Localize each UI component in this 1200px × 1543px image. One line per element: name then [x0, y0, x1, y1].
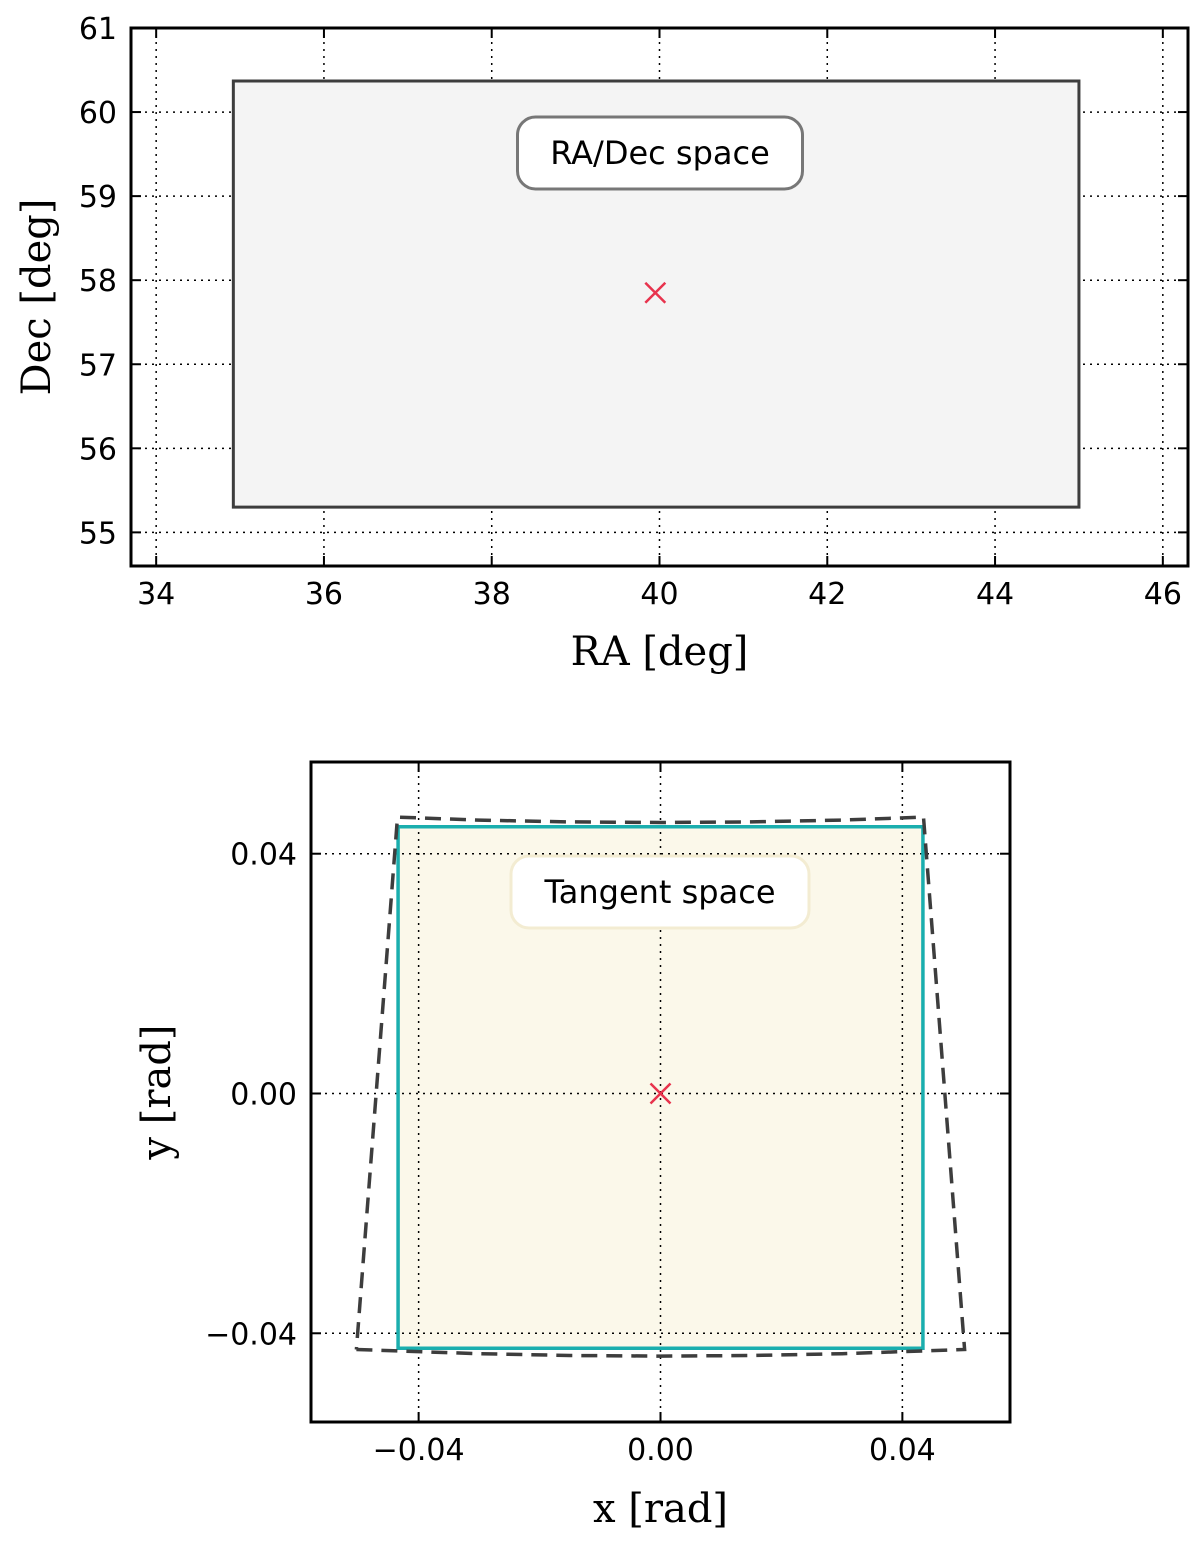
p2-projected-region-dashed: [354, 815, 967, 1358]
radec-panel: 34 36 38 40 42 44 46 55 56 57 58 59 60 61 RA/Dec spac…: [14, 12, 1190, 675]
p1-region-outline: [231, 79, 1081, 509]
p1-y-tick-label: 60: [79, 96, 117, 131]
p2-region-fill: [398, 826, 923, 1349]
p1-x-tick-label: 34: [137, 577, 175, 612]
tangent-annotation: Tangent space: [509, 854, 811, 930]
tangent-panel: −0.04 0.00 0.04 −0.04 0.00 0.04 Tangent space…: [134, 760, 1012, 1532]
p2-y-tick-label: −0.04: [205, 1317, 297, 1352]
p1-x-tick-label: 42: [808, 577, 846, 612]
p1-y-tick-label: 56: [79, 432, 117, 467]
p1-x-tick-label: 46: [1144, 577, 1182, 612]
radec-y-axis-label: Dec [deg]: [14, 199, 60, 396]
p1-center-marker: [644, 281, 667, 304]
p2-y-tick-label: 0.04: [230, 838, 297, 873]
p2-x-tick-label: 0.00: [627, 1433, 694, 1468]
radec-annotation: RA/Dec space: [516, 115, 804, 191]
tangent-annotation-box: [509, 854, 811, 930]
p1-x-tick-label: 36: [305, 577, 343, 612]
p2-x-tick-label: 0.04: [869, 1433, 936, 1468]
p1-x-tick-label: 40: [640, 577, 678, 612]
p2-center-marker: [649, 1082, 672, 1105]
p1-x-tick-label: 44: [976, 577, 1014, 612]
p2-axes-frame: [309, 760, 1012, 1424]
p1-y-tick-label: 59: [79, 180, 117, 215]
tangent-y-axis-label: y [rad]: [134, 1024, 180, 1160]
radec-annotation-text: RA/Dec space: [550, 134, 770, 172]
p1-y-tick-label: 58: [79, 264, 117, 299]
tangent-annotation-text: Tangent space: [543, 873, 775, 911]
p1-x-tick-label: 38: [473, 577, 511, 612]
p1-axes-frame: [129, 26, 1190, 568]
p1-y-tick-label: 61: [79, 12, 117, 47]
p1-y-tick-label: 55: [79, 516, 117, 551]
p1-y-tick-label: 57: [79, 348, 117, 383]
tangent-x-axis-label: x [rad]: [593, 1486, 728, 1532]
radec-annotation-box: [516, 115, 804, 191]
p2-x-tick-label: −0.04: [373, 1433, 465, 1468]
p2-y-tick-label: 0.00: [230, 1077, 297, 1112]
radec-x-axis-label: RA [deg]: [571, 629, 749, 675]
